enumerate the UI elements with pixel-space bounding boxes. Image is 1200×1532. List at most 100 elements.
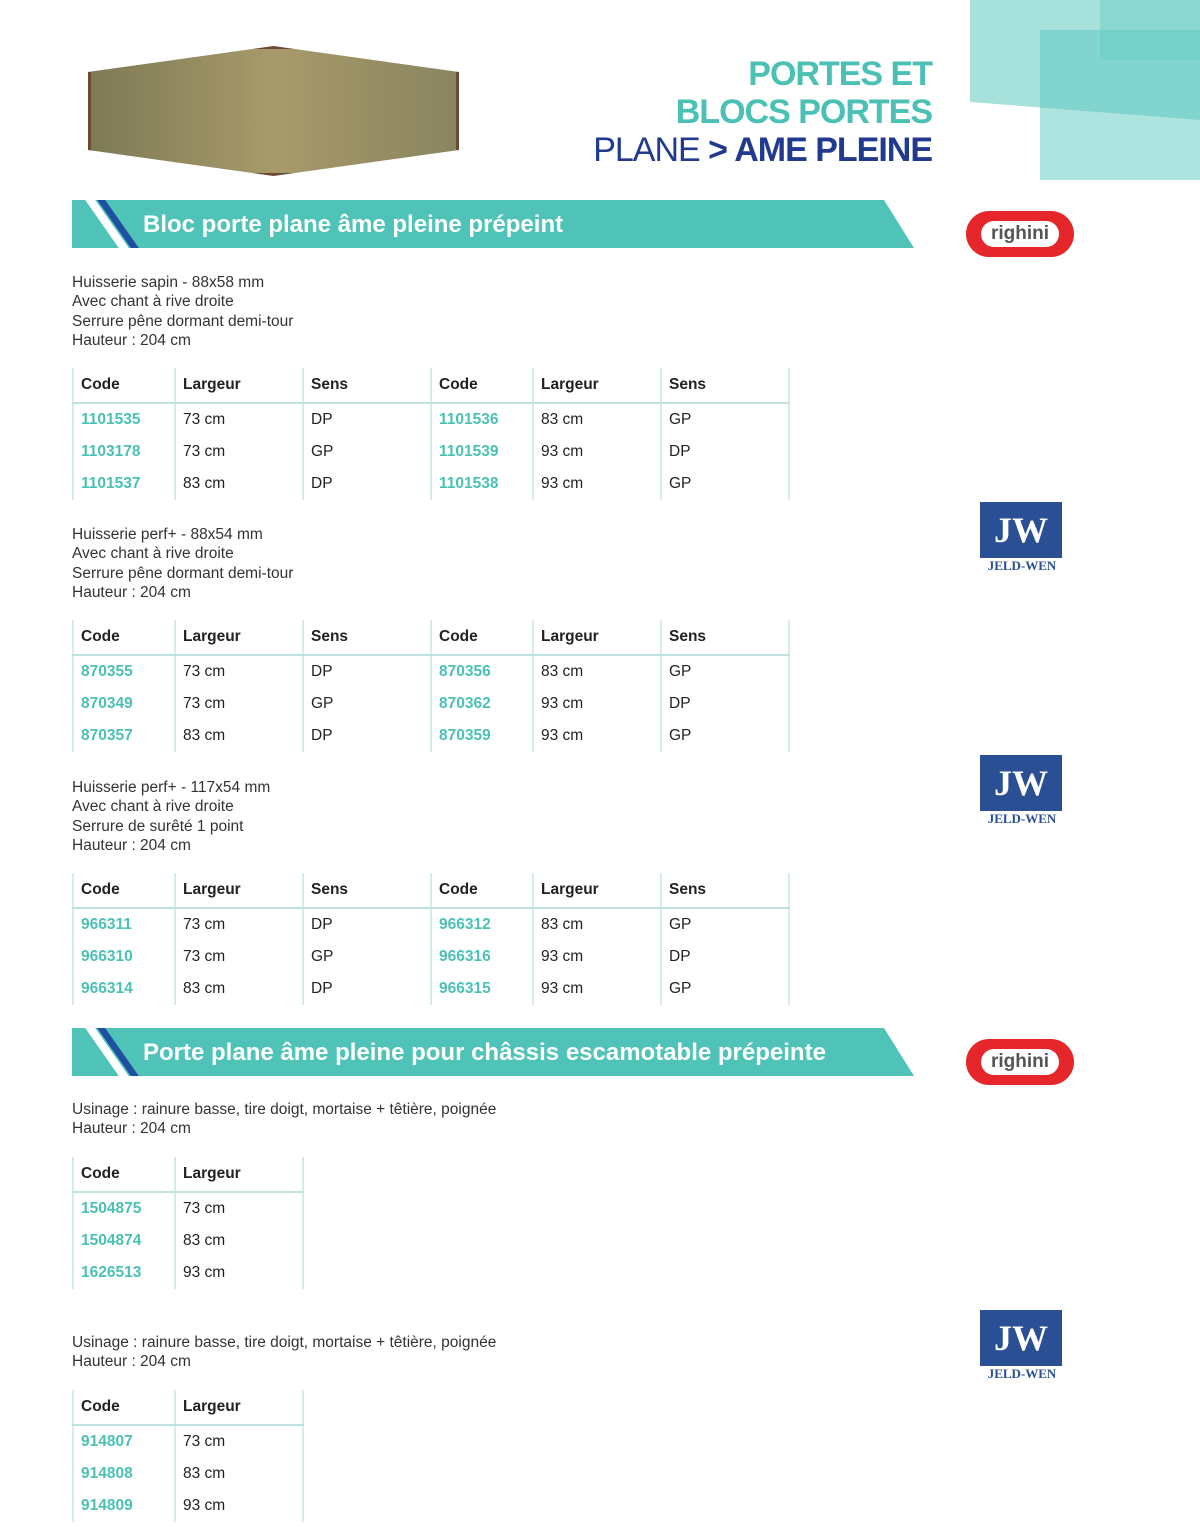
cell-largeur: 73 cm <box>174 403 304 436</box>
column-header-largeur: Largeur <box>174 1390 304 1426</box>
cell-code: 870356 <box>430 655 534 688</box>
logo-text: JELD-WEN <box>987 1366 1057 1381</box>
table-row: 870359 93 cm GP <box>430 720 790 752</box>
cell-sens: DP <box>660 941 790 973</box>
table-row: 966311 73 cm DP <box>72 908 432 941</box>
cell-code: 966316 <box>430 941 534 973</box>
cell-largeur: 73 cm <box>174 436 304 468</box>
logo-mark: JW <box>980 755 1062 811</box>
cell-code: 870362 <box>430 688 534 720</box>
table-row: 966315 93 cm GP <box>430 973 790 1005</box>
page-title: PORTES ET BLOCS PORTES PLANE > AME PLEIN… <box>593 55 933 169</box>
table-row: 870357 83 cm DP <box>72 720 432 752</box>
cell-sens: DP <box>302 973 432 1005</box>
table-row: 1504874 83 cm <box>72 1225 304 1257</box>
cell-largeur: 93 cm <box>174 1257 304 1289</box>
title-plane: PLANE <box>593 131 700 169</box>
table-row: 914809 93 cm <box>72 1490 304 1522</box>
cell-sens: GP <box>302 436 432 468</box>
table-row: 1103178 73 cm GP <box>72 436 432 468</box>
column-header-largeur: Largeur <box>174 1157 304 1193</box>
cell-sens: DP <box>660 436 790 468</box>
cell-code: 914807 <box>72 1425 176 1458</box>
cell-sens: GP <box>302 941 432 973</box>
product-table: Code Largeur Sens 870355 73 cm DP 870349 73 cm G… <box>72 620 432 752</box>
cell-code: 1101535 <box>72 403 176 436</box>
product-table: Code Largeur Sens 870356 83 cm GP 870362 93 cm D… <box>430 620 790 752</box>
product-table: Code Largeur Sens 966311 73 cm DP 966310 73 cm G… <box>72 873 432 1005</box>
cell-code: 914809 <box>72 1490 176 1522</box>
description-line: Usinage : rainure basse, tire doigt, mor… <box>72 1334 497 1351</box>
column-header-code: Code <box>72 1157 176 1193</box>
cell-sens: GP <box>302 688 432 720</box>
column-header-sens: Sens <box>660 620 790 656</box>
product-description: Usinage : rainure basse, tire doigt, mor… <box>72 1333 496 1372</box>
table-row: 1101535 73 cm DP <box>72 403 432 436</box>
title-ame-pleine: > AME PLEINE <box>708 131 933 169</box>
cell-code: 1101538 <box>430 468 534 500</box>
column-header-sens: Sens <box>302 873 432 909</box>
table-row: 966310 73 cm GP <box>72 941 432 973</box>
cell-code: 966314 <box>72 973 176 1005</box>
table-row: 914808 83 cm <box>72 1458 304 1490</box>
cell-code: 966311 <box>72 908 176 941</box>
cell-largeur: 73 cm <box>174 1425 304 1458</box>
table-row: 966314 83 cm DP <box>72 973 432 1005</box>
cell-largeur: 83 cm <box>174 1458 304 1490</box>
product-description: Usinage : rainure basse, tire doigt, mor… <box>72 1100 496 1139</box>
description-line: Hauteur : 204 cm <box>72 331 191 349</box>
column-header-code: Code <box>72 1390 176 1426</box>
cell-code: 1101539 <box>430 436 534 468</box>
cell-sens: DP <box>660 688 790 720</box>
cell-sens: GP <box>660 403 790 436</box>
cell-largeur: 73 cm <box>174 1192 304 1225</box>
cell-sens: DP <box>302 403 432 436</box>
column-header-sens: Sens <box>660 368 790 404</box>
product-table: Code Largeur Sens 966312 83 cm GP 966316 93 cm D… <box>430 873 790 1005</box>
title-line: PORTES ET <box>748 55 933 93</box>
column-header-code: Code <box>72 368 176 404</box>
cell-code: 870357 <box>72 720 176 752</box>
cell-code: 1101536 <box>430 403 534 436</box>
cell-largeur: 93 cm <box>532 688 662 720</box>
column-header-largeur: Largeur <box>174 368 304 404</box>
product-table: Code Largeur Sens 1101535 73 cm DP 1103178 73 c… <box>72 368 432 500</box>
logo-mark: JW <box>980 502 1062 558</box>
description-line: Avec chant à rive droite <box>72 545 234 563</box>
section-title: Bloc porte plane âme pleine prépeint <box>143 211 564 238</box>
product-description: Huisserie perf+ - 117x54 mm Avec chant à … <box>72 778 270 855</box>
section-banner: Porte plane âme pleine pour châssis esca… <box>72 1028 914 1076</box>
column-header-largeur: Largeur <box>174 620 304 656</box>
section-title: Porte plane âme pleine pour châssis esca… <box>143 1039 826 1066</box>
table-row: 1504875 73 cm <box>72 1192 304 1225</box>
cell-sens: DP <box>302 720 432 752</box>
jeld-wen-logo: JW JELD-WEN <box>980 755 1064 827</box>
logo-text: righini <box>980 221 1060 247</box>
cell-code: 966315 <box>430 973 534 1005</box>
table-row: 1101537 83 cm DP <box>72 468 432 500</box>
section-banner: Bloc porte plane âme pleine prépeint <box>72 200 914 248</box>
description-line: Hauteur : 204 cm <box>72 1353 191 1371</box>
cell-code: 870349 <box>72 688 176 720</box>
cell-sens: GP <box>660 908 790 941</box>
description-line: Usinage : rainure basse, tire doigt, mor… <box>72 1101 497 1118</box>
product-table: Code Largeur Sens 1101536 83 cm GP 1101539 93 c… <box>430 368 790 500</box>
column-header-code: Code <box>430 873 534 909</box>
table-row: 914807 73 cm <box>72 1425 304 1458</box>
cell-largeur: 93 cm <box>532 973 662 1005</box>
table-row: 1626513 93 cm <box>72 1257 304 1289</box>
cell-largeur: 93 cm <box>532 436 662 468</box>
cell-code: 870355 <box>72 655 176 688</box>
cell-sens: GP <box>660 655 790 688</box>
table-row: 870355 73 cm DP <box>72 655 432 688</box>
cell-sens: GP <box>660 468 790 500</box>
description-line: Hauteur : 204 cm <box>72 836 191 854</box>
cell-largeur: 93 cm <box>532 468 662 500</box>
cell-largeur: 83 cm <box>174 973 304 1005</box>
righini-logo: righini <box>966 211 1074 257</box>
description-line: Serrure pêne dormant demi-tour <box>72 312 294 330</box>
cell-largeur: 73 cm <box>174 688 304 720</box>
description-line: Huisserie perf+ - 88x54 mm <box>72 526 263 543</box>
product-table: Code Largeur 914807 73 cm 914808 83 cm 914809 9… <box>72 1390 304 1522</box>
righini-logo: righini <box>966 1039 1074 1085</box>
